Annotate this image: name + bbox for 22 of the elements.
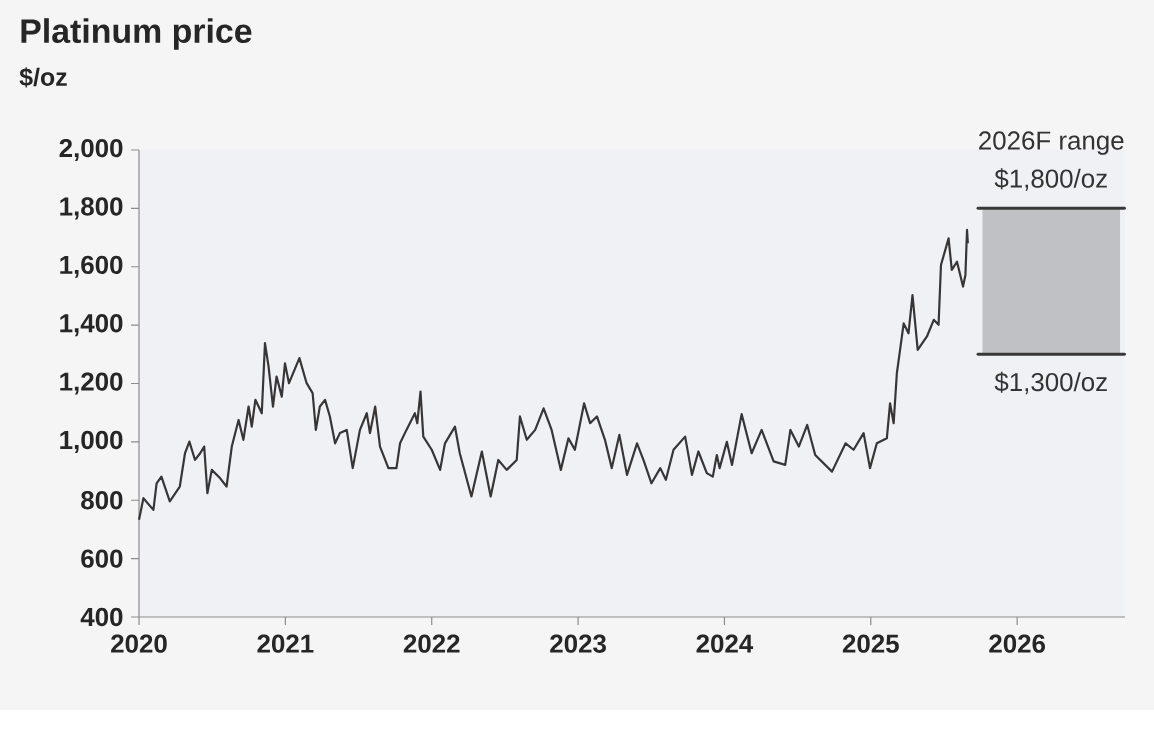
x-tick-label: 2026 (989, 634, 1046, 653)
x-tick-label: 2024 (696, 634, 754, 653)
x-tick-label: 2023 (550, 634, 606, 653)
y-tick-label: 400 (80, 607, 123, 627)
x-tick-label: 2020 (111, 634, 167, 653)
y-tick-label: 1,800 (60, 197, 123, 220)
y-tick-label: 1,400 (60, 314, 123, 337)
annotation: $1,300/oz (994, 371, 1107, 395)
annotation: $1,800/oz (994, 168, 1107, 191)
y-axis-title: $/oz (19, 67, 67, 88)
y-tick-label: 1,600 (60, 255, 123, 278)
y-tick-label: 2,000 (59, 138, 123, 162)
text: 2026F range (979, 131, 1124, 155)
x-tick-label: 2021 (257, 634, 314, 653)
chart-title: Platinum price (21, 18, 252, 50)
line-series (137, 228, 969, 521)
y-tick-label: 600 (81, 549, 123, 568)
y-tick-label: 1,200 (60, 372, 123, 395)
x-tick-label: 2025 (842, 634, 899, 653)
x-tick-label: 2022 (403, 634, 460, 653)
y-tick-label: 1,000 (60, 430, 123, 453)
y-tick-label: 800 (81, 491, 123, 510)
